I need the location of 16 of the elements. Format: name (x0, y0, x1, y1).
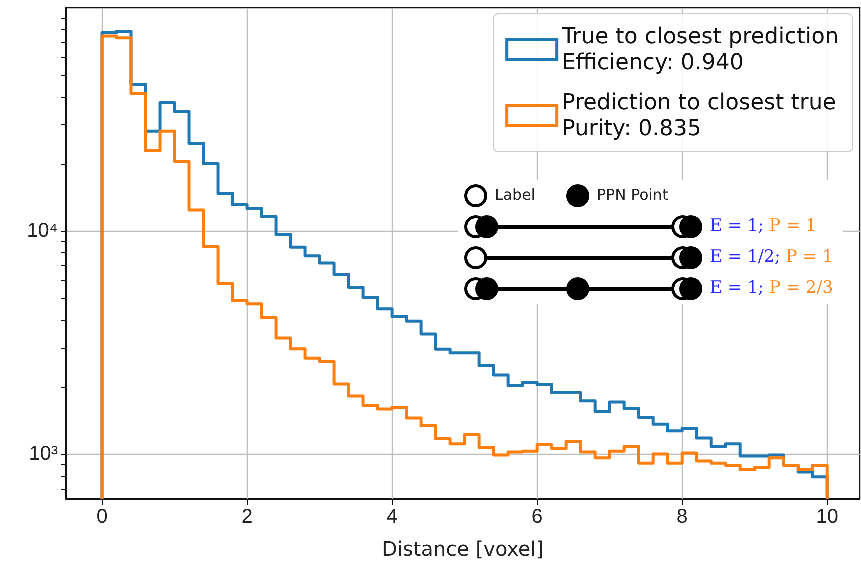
legend-label: Prediction to closest true Purity: 0.835 (562, 90, 836, 142)
x-tick-label: 2 (242, 506, 253, 528)
x-tick-label: 6 (532, 506, 543, 528)
annotation: PPN Point (597, 186, 668, 204)
x-tick-label: 4 (386, 506, 398, 528)
annotation: Label (495, 186, 536, 204)
y-tick-label: 10³ (29, 443, 58, 466)
annotation: E = 1; P = 2/3 (710, 278, 834, 298)
annotation: E = 1; P = 1 (710, 216, 817, 236)
x-tick-label: 8 (676, 506, 688, 528)
annotation: E = 1/2; P = 1 (710, 247, 834, 267)
legend-label: True to closest prediction Efficiency: 0.940 (561, 24, 840, 76)
x-tick-label: 0 (96, 506, 108, 528)
x-tick-label: 10 (816, 506, 838, 528)
y-tick-label: 10⁴ (27, 220, 58, 242)
x-axis-title: Distance [voxel] (382, 537, 544, 561)
